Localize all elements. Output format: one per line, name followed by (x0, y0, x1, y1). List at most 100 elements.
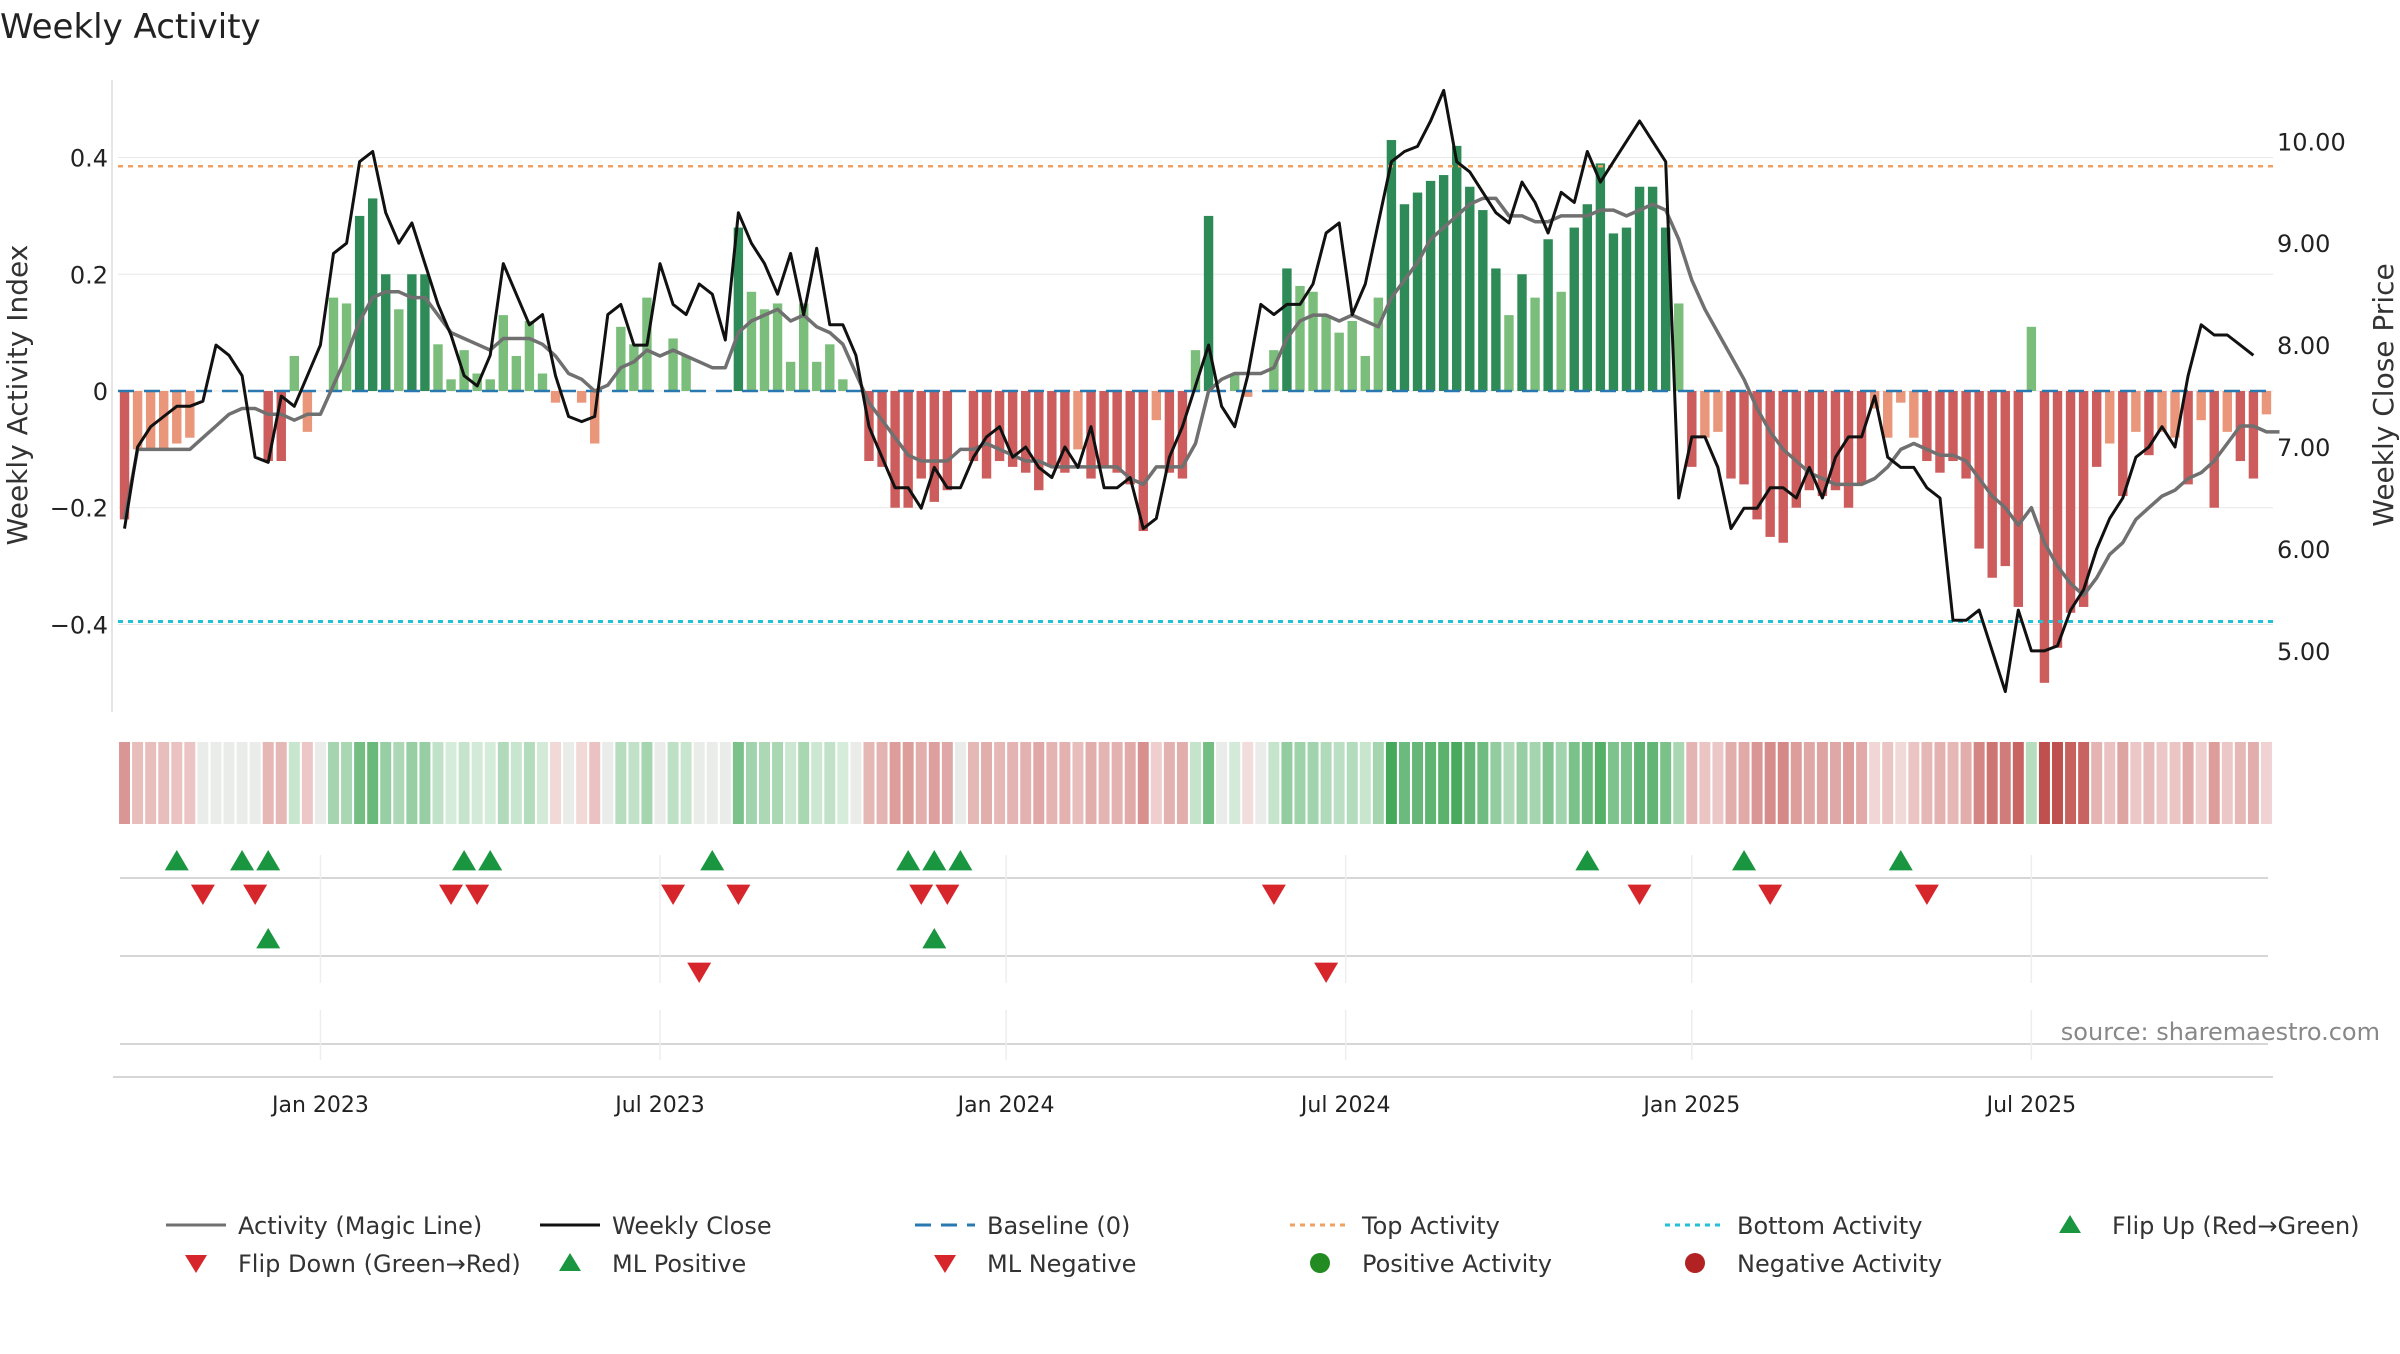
activity-bar (341, 303, 352, 391)
activity-bar (942, 391, 953, 491)
heat-cell (1843, 742, 1855, 824)
activity-bar (1034, 391, 1044, 491)
heat-cell (994, 742, 1006, 824)
heat-cell (1294, 742, 1306, 824)
flip-up-marker (452, 850, 477, 871)
heat-cell (915, 742, 927, 824)
heat-cell (1398, 742, 1410, 824)
activity-bar (1151, 391, 1162, 421)
heat-cell (380, 742, 392, 824)
activity-bar (537, 373, 548, 391)
activity-bar (1073, 391, 1083, 450)
flip-up-marker (256, 850, 281, 871)
heat-cell (1464, 742, 1476, 824)
y-tick-label: 0 (93, 378, 108, 406)
ml-negative-marker (1314, 962, 1339, 983)
heat-cell (2091, 742, 2103, 824)
activity-bar (394, 309, 404, 391)
heat-cell (811, 742, 823, 824)
legend-swatch (934, 1255, 956, 1273)
activity-bar (2196, 391, 2206, 421)
activity-bar (1243, 391, 1253, 397)
heat-cell (1516, 742, 1528, 824)
heat-cell (2065, 742, 2077, 824)
legend-label: Bottom Activity (1737, 1212, 1922, 1240)
activity-bar (2248, 391, 2259, 479)
heat-cell (262, 742, 274, 824)
activity-bar (759, 309, 770, 391)
flip-up-marker (700, 850, 725, 871)
heat-cell (615, 742, 627, 824)
heat-cell (1046, 742, 1058, 824)
heat-cell (641, 742, 653, 824)
heat-cell (1268, 742, 1280, 824)
heat-cell (275, 742, 287, 824)
activity-bar (367, 198, 378, 391)
activity-bar (1713, 391, 1723, 432)
activity-bar (825, 344, 835, 391)
flip-down-marker (439, 884, 464, 905)
heat-cell (1660, 742, 1672, 824)
activity-bar (903, 391, 913, 508)
heat-cell (1908, 742, 1920, 824)
activity-bar (1791, 391, 1801, 508)
activity-bar (550, 391, 561, 403)
activity-bar (185, 391, 195, 438)
activity-bar (929, 391, 939, 502)
y-tick-label: −0.4 (50, 611, 108, 639)
heat-cell (1673, 742, 1685, 824)
activity-bar (1700, 391, 1710, 438)
heat-cell (1699, 742, 1711, 824)
heat-cell (863, 742, 875, 824)
activity-bar (2052, 391, 2063, 648)
flip-down-marker (726, 884, 751, 905)
y2-tick-label: 5.00 (2277, 638, 2330, 666)
heat-cell (967, 742, 979, 824)
heat-cell (941, 742, 953, 824)
heat-cell (1020, 742, 1032, 824)
activity-heat-strip (119, 742, 2272, 824)
heat-cell (576, 742, 588, 824)
heat-cell (1281, 742, 1293, 824)
activity-bar (1726, 391, 1736, 479)
heat-cell (1242, 742, 1254, 824)
activity-bar (1412, 192, 1423, 391)
flip-up-marker (1575, 850, 1600, 871)
activity-bar (1739, 391, 1749, 485)
heat-cell (654, 742, 666, 824)
y-tick-label: 0.4 (70, 145, 108, 173)
legend-label: Positive Activity (1362, 1250, 1552, 1278)
heat-cell (850, 742, 862, 824)
heat-cell (158, 742, 170, 824)
legend-label: Baseline (0) (987, 1212, 1130, 1240)
heat-cell (1882, 742, 1894, 824)
activity-bar (1987, 391, 1997, 578)
heat-cell (1869, 742, 1881, 824)
activity-bar (1817, 391, 1828, 497)
flip-up-marker (1888, 850, 1913, 871)
activity-bar (1621, 227, 1632, 391)
heat-cell (119, 742, 131, 824)
flip-up-marker (1732, 850, 1757, 871)
heat-cell (1542, 742, 1554, 824)
activity-bar (1530, 297, 1540, 391)
activity-bar (616, 326, 626, 391)
heat-cell (602, 742, 614, 824)
activity-bar (2222, 391, 2232, 432)
heat-cell (328, 742, 339, 824)
heat-cell (2182, 742, 2194, 824)
heat-cell (1895, 742, 1907, 824)
activity-bar (1007, 391, 1018, 467)
activity-bar (433, 344, 443, 391)
heat-cell (497, 742, 509, 824)
heat-cell (1451, 742, 1463, 824)
heat-cell (2260, 742, 2272, 824)
heat-cell (550, 742, 562, 824)
activity-bar (1595, 163, 1606, 391)
heat-cell (954, 742, 966, 824)
activity-bar (2183, 391, 2193, 485)
activity-bar (524, 320, 535, 391)
legend-swatch (1310, 1253, 1330, 1273)
legend-swatch (559, 1253, 581, 1271)
ml-positive-marker (922, 928, 947, 949)
